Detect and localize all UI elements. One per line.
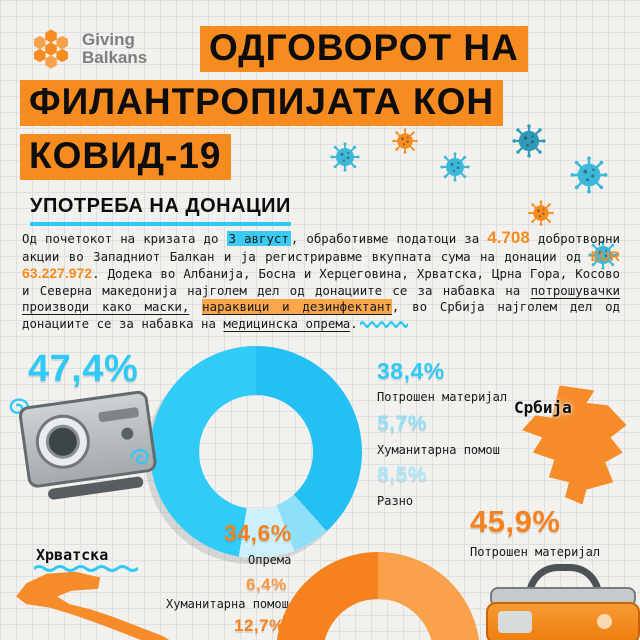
title-text-3: КОВИД-19 bbox=[20, 134, 231, 180]
para-segment: . bbox=[350, 315, 358, 331]
intro-paragraph: Од почетокот на кризата до 3 август, обр… bbox=[22, 229, 620, 333]
virus-icon bbox=[329, 141, 361, 173]
logo-wordmark: Giving Balkans bbox=[82, 29, 148, 68]
croatia-label: Хрватска bbox=[36, 546, 109, 564]
machine-knob bbox=[120, 426, 135, 441]
para-segment: , во Србија најголем дел од донациите се… bbox=[22, 299, 620, 331]
device-indicator bbox=[597, 614, 612, 629]
swirl-doodle bbox=[130, 449, 149, 465]
stat-value-equipment-rs: 34,6% bbox=[224, 520, 292, 546]
device-handle bbox=[526, 564, 602, 601]
title-text-2: ФИЛАНТРОПИЈАТА КОН bbox=[20, 80, 504, 126]
stat-value-other-rs: 12,7% bbox=[234, 616, 285, 635]
giving-balkans-logo: Giving Balkans bbox=[28, 26, 147, 72]
page-title-line-3: КОВИД-19 bbox=[20, 134, 231, 180]
serbia-map bbox=[522, 385, 627, 505]
page-title-line-2: ФИЛАНТРОПИЈАТА КОН bbox=[20, 80, 504, 126]
donut-hole bbox=[199, 395, 313, 509]
stat-value-humanitarian-wb: 5,7% bbox=[377, 412, 427, 435]
para-segment: , обработивме податоци за bbox=[290, 231, 488, 246]
stat-label-consumables-rs: Потрошен материјал bbox=[470, 545, 601, 559]
virus-icon bbox=[439, 151, 471, 183]
virus-icon bbox=[569, 155, 609, 195]
device-body bbox=[486, 602, 640, 640]
para-segment: Од почетокот на кризата до bbox=[22, 231, 227, 246]
squiggle-decoration bbox=[358, 321, 410, 328]
machine-body bbox=[17, 389, 158, 489]
stat-value-consumables-wb: 38,4% bbox=[377, 358, 445, 384]
underlined-equipment: медицинска опрема bbox=[223, 315, 351, 331]
serbia-label: Србија bbox=[514, 398, 572, 417]
croatia-map bbox=[16, 571, 170, 640]
giving-balkans-logo-icon bbox=[34, 29, 68, 69]
stat-value-other-wb: 8,5% bbox=[377, 463, 427, 486]
logo-word-balkans: Balkans bbox=[82, 48, 148, 67]
highlighted-items: нараквици и дезинфектант bbox=[202, 299, 392, 315]
stat-value-consumables-rs: 45,9% bbox=[470, 504, 561, 539]
page-title-line-1: ОДГОВОРОТ НА bbox=[200, 26, 528, 72]
virus-icon bbox=[511, 123, 547, 159]
section-heading: УПОТРЕБА НА ДОНАЦИИ bbox=[30, 195, 291, 226]
para-segment: . Додека во Албанија, Босна и Херцеговин… bbox=[22, 266, 620, 298]
stat-label-other-wb: Разно bbox=[377, 494, 414, 508]
stat-label-humanitarian-wb: Хуманитарна помош bbox=[377, 443, 500, 457]
para-segment: добротворни акции во Западниот Балкан и … bbox=[22, 231, 620, 264]
title-text-1: ОДГОВОРОТ НА bbox=[200, 26, 528, 72]
virus-icon bbox=[527, 199, 555, 227]
actions-count: 4.708 bbox=[487, 228, 530, 247]
logo-word-giving: Giving bbox=[82, 29, 135, 49]
underlined-products: потрошувачки производи како маски, bbox=[22, 282, 620, 315]
date-highlight: 3 август bbox=[226, 231, 291, 246]
device-panel bbox=[498, 611, 532, 633]
donut-chart-serbia bbox=[276, 552, 480, 640]
machine-panel bbox=[98, 406, 140, 423]
stat-label-humanitarian-rs: Хуманитарна помош bbox=[166, 597, 289, 611]
total-donations-eur: EUR 63.227.972 bbox=[22, 247, 620, 282]
donut-hole bbox=[323, 599, 433, 640]
machine-drum bbox=[43, 422, 83, 461]
machine-door bbox=[32, 411, 94, 473]
stat-label-consumables-wb: Потрошен материјал bbox=[377, 390, 508, 404]
donut-chart-western-balkans bbox=[150, 346, 362, 558]
stat-value-humanitarian-rs: 6,4% bbox=[246, 575, 287, 594]
para-segment bbox=[189, 299, 202, 314]
stat-value-equipment-wb: 47,4% bbox=[28, 348, 139, 390]
ventilator-illustration bbox=[486, 564, 640, 640]
virus-icon bbox=[391, 127, 419, 155]
stat-label-equipment-rs: Опрема bbox=[248, 553, 292, 567]
